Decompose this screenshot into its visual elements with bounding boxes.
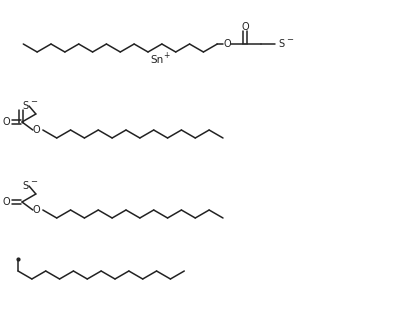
Text: S: S xyxy=(278,39,284,49)
Text: O: O xyxy=(241,22,249,32)
Text: O: O xyxy=(2,197,10,207)
Text: O: O xyxy=(2,117,10,127)
Text: S: S xyxy=(22,101,28,111)
Text: O: O xyxy=(223,39,230,49)
Text: O: O xyxy=(32,205,40,215)
Text: Sn: Sn xyxy=(150,55,163,65)
Text: S: S xyxy=(22,181,28,191)
Text: −: − xyxy=(286,36,292,44)
Text: +: + xyxy=(163,51,169,60)
Text: −: − xyxy=(30,98,37,107)
Text: O: O xyxy=(32,125,40,135)
Text: −: − xyxy=(30,178,37,187)
